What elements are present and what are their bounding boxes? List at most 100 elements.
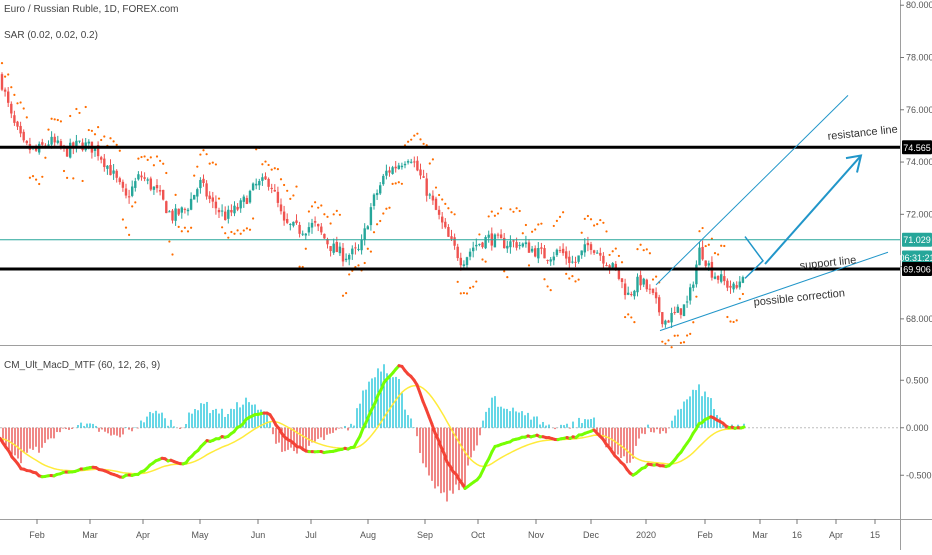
sar-dot bbox=[1, 62, 3, 64]
sar-dot bbox=[379, 220, 381, 222]
sar-dot bbox=[100, 139, 102, 141]
candle-down bbox=[497, 235, 499, 236]
macd-line-segment bbox=[741, 427, 744, 428]
candle-down bbox=[599, 253, 601, 256]
candle-down bbox=[481, 243, 483, 248]
sar-dot bbox=[159, 160, 161, 162]
candle-up bbox=[720, 274, 722, 281]
sar-dot bbox=[51, 118, 53, 120]
candle-up bbox=[292, 222, 294, 226]
sar-dot bbox=[308, 210, 310, 212]
sar-dot bbox=[181, 230, 183, 232]
candle-up bbox=[577, 255, 579, 261]
sar-dot bbox=[574, 280, 576, 282]
candle-down bbox=[4, 90, 6, 92]
candle-down bbox=[447, 227, 449, 237]
sar-dot bbox=[156, 155, 158, 157]
candle-up bbox=[596, 253, 598, 254]
time-tick-label: Aug bbox=[360, 530, 376, 540]
sar-dot bbox=[286, 190, 288, 192]
time-tick-label: Nov bbox=[528, 530, 545, 540]
candle-down bbox=[450, 236, 452, 239]
sar-dot bbox=[339, 214, 341, 216]
candle-down bbox=[119, 178, 121, 182]
sar-dot bbox=[66, 177, 68, 179]
price-axis-badge-label: 69.906 bbox=[903, 265, 931, 275]
candle-up bbox=[429, 194, 431, 195]
candle-down bbox=[10, 104, 12, 114]
sar-dot bbox=[134, 201, 136, 203]
candle-down bbox=[202, 179, 204, 183]
macd-tick-label: 0.500 bbox=[906, 375, 929, 385]
sar-dot bbox=[599, 219, 601, 221]
sar-dot bbox=[466, 292, 468, 294]
sar-dot bbox=[447, 207, 449, 209]
sar-dot bbox=[41, 176, 43, 178]
candle-down bbox=[674, 312, 676, 313]
candle-down bbox=[559, 250, 561, 251]
candle-down bbox=[116, 171, 118, 178]
candle-down bbox=[274, 190, 276, 191]
sar-dot bbox=[698, 230, 700, 232]
sar-dot bbox=[677, 334, 679, 336]
sar-dot bbox=[472, 286, 474, 288]
time-tick-label: Apr bbox=[829, 530, 843, 540]
time-tick-label: May bbox=[191, 530, 209, 540]
candle-up bbox=[227, 210, 229, 219]
candle-up bbox=[525, 242, 527, 244]
sar-dot bbox=[571, 275, 573, 277]
candle-up bbox=[636, 277, 638, 292]
candle-up bbox=[509, 241, 511, 247]
candle-down bbox=[329, 246, 331, 251]
candle-down bbox=[621, 278, 623, 282]
candle-up bbox=[190, 199, 192, 210]
candle-down bbox=[590, 244, 592, 250]
candle-up bbox=[147, 179, 149, 180]
sar-dot bbox=[581, 232, 583, 234]
candle-down bbox=[100, 157, 102, 159]
sar-dot bbox=[590, 218, 592, 220]
sar-dot bbox=[252, 217, 254, 219]
sar-dot bbox=[689, 333, 691, 335]
time-tick-label: 15 bbox=[870, 530, 880, 540]
sar-dot bbox=[615, 247, 617, 249]
candle-up bbox=[187, 210, 189, 212]
sar-dot bbox=[491, 211, 493, 213]
sar-dot bbox=[75, 108, 77, 110]
sar-dot bbox=[323, 213, 325, 215]
candle-down bbox=[165, 201, 167, 213]
candle-down bbox=[639, 275, 641, 285]
candle-down bbox=[630, 294, 632, 295]
time-tick-label: Sep bbox=[417, 530, 433, 540]
sar-dot bbox=[382, 212, 384, 214]
sar-dot bbox=[655, 276, 657, 278]
sar-dot bbox=[348, 273, 350, 275]
sar-dot bbox=[367, 248, 369, 250]
candle-up bbox=[78, 141, 80, 142]
sar-dot bbox=[519, 210, 521, 212]
candle-down bbox=[13, 115, 15, 123]
candle-up bbox=[550, 259, 552, 261]
time-tick-label: Mar bbox=[752, 530, 768, 540]
time-tick-label: Jul bbox=[305, 530, 317, 540]
candle-up bbox=[345, 259, 347, 260]
sar-dot bbox=[320, 204, 322, 206]
candle-up bbox=[348, 255, 350, 260]
candle-down bbox=[224, 212, 226, 220]
candle-up bbox=[339, 247, 341, 254]
time-tick-label: Feb bbox=[29, 530, 45, 540]
sar-dot bbox=[116, 144, 118, 146]
candle-down bbox=[23, 132, 25, 140]
sar-dot bbox=[708, 244, 710, 246]
sar-dot bbox=[562, 211, 564, 213]
sar-dot bbox=[469, 287, 471, 289]
sar-legend: SAR (0.02, 0.02, 0.2) bbox=[4, 30, 98, 41]
candle-down bbox=[568, 257, 570, 263]
sar-dot bbox=[113, 140, 115, 142]
candle-up bbox=[199, 180, 201, 188]
candle-down bbox=[729, 286, 731, 288]
candle-down bbox=[646, 280, 648, 290]
candle-down bbox=[267, 179, 269, 187]
candle-up bbox=[382, 176, 384, 184]
